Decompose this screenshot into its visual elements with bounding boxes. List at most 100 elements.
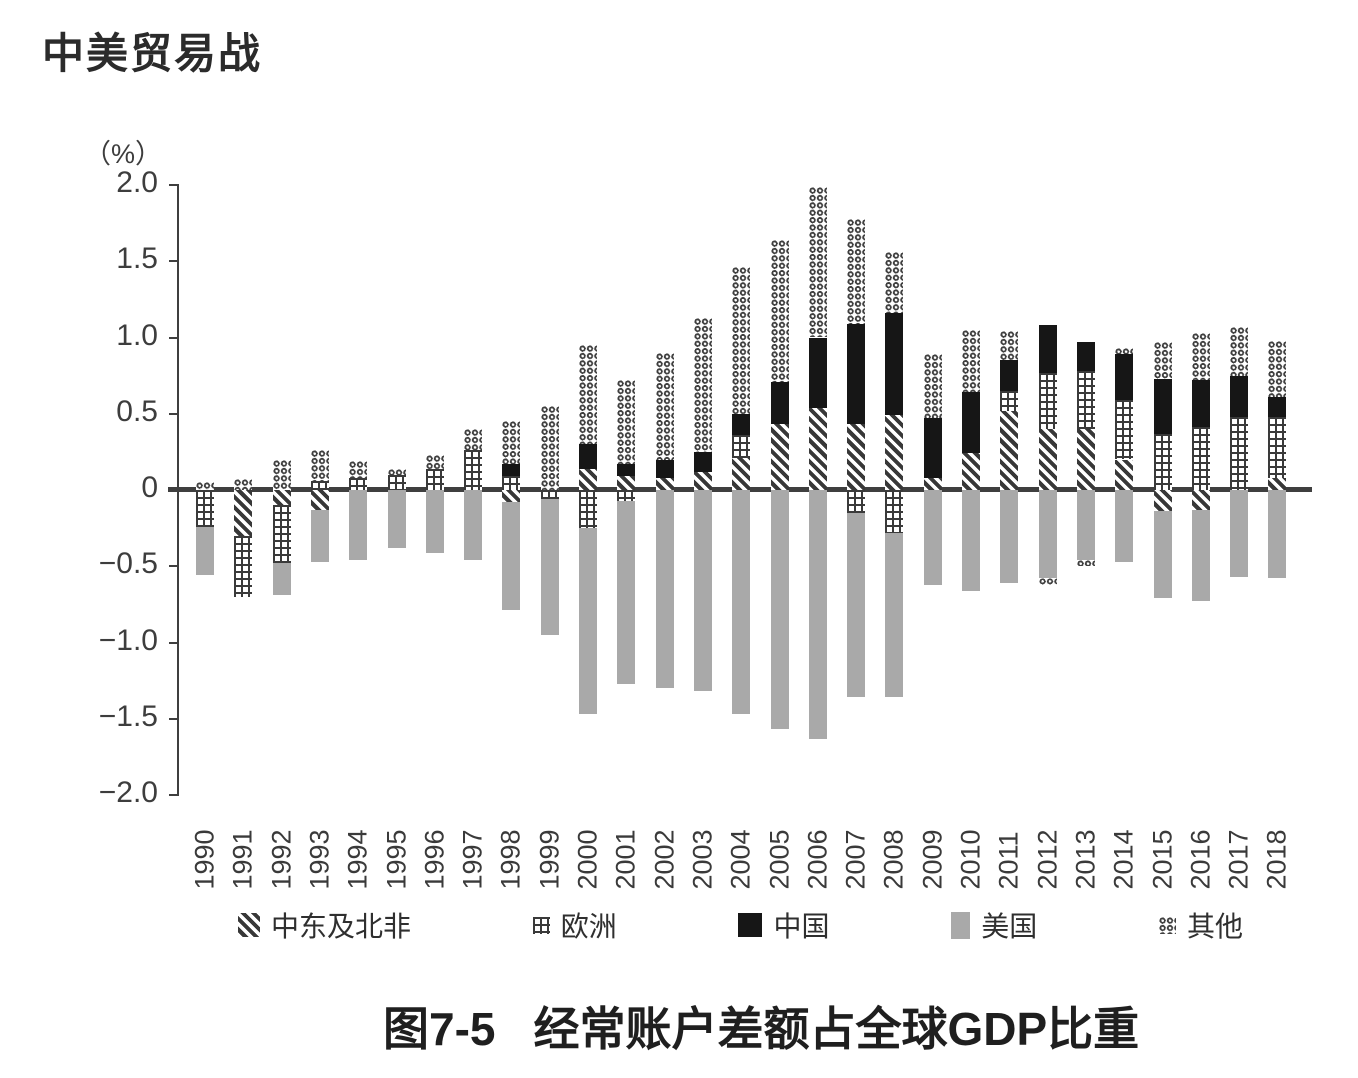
bar-segment-其他-2008 — [885, 252, 904, 314]
x-year-label-2013: 2013 — [1070, 829, 1101, 890]
bar-segment-中东及北非-2009 — [923, 477, 942, 490]
bar-segment-欧洲-2012 — [1038, 372, 1057, 429]
x-year-label-2003: 2003 — [687, 829, 718, 890]
bar-segment-其他-2007 — [847, 218, 866, 324]
x-year-label-2006: 2006 — [802, 829, 833, 890]
y-tick-label: −1.5 — [98, 699, 158, 733]
bar-segment-美国-1996 — [425, 490, 444, 553]
x-year-label-1990: 1990 — [189, 829, 220, 890]
y-tick-label: −1.0 — [98, 623, 158, 657]
bar-segment-中东及北非-2012 — [1038, 429, 1057, 490]
x-year-label-2011: 2011 — [993, 831, 1024, 890]
bar-segment-中东及北非-2015 — [1153, 490, 1172, 512]
bar-segment-其他-2012 — [1038, 578, 1057, 585]
bar-segment-欧洲-1996 — [425, 468, 444, 490]
bar-segment-中国-1998 — [502, 464, 521, 477]
bar-segment-欧洲-1994 — [349, 477, 368, 490]
bar-segment-欧洲-2011 — [1000, 390, 1019, 411]
bar-segment-中国-2012 — [1038, 325, 1057, 373]
y-tick-label: 0 — [141, 471, 158, 504]
x-year-label-2000: 2000 — [572, 829, 603, 890]
bar-segment-中东及北非-2014 — [1115, 459, 1134, 490]
bar-segment-其他-2004 — [732, 267, 751, 414]
bar-segment-美国-2012 — [1038, 490, 1057, 579]
bar-segment-美国-2002 — [655, 490, 674, 689]
bar-segment-美国-1998 — [502, 502, 521, 611]
bar-segment-中东及北非-2011 — [1000, 410, 1019, 490]
bar-segment-其他-1999 — [540, 406, 559, 490]
bar-segment-中国-2007 — [847, 323, 866, 425]
bar-segment-其他-2010 — [962, 329, 980, 393]
bar-segment-其他-1998 — [502, 421, 521, 465]
bar-segment-美国-2009 — [923, 490, 942, 585]
bar-segment-欧洲-1991 — [234, 535, 253, 597]
bar-segment-中东及北非-2006 — [808, 407, 827, 490]
bar-segment-中国-2016 — [1191, 380, 1210, 428]
bar-segment-其他-2009 — [923, 354, 942, 419]
bar-segment-美国-1997 — [464, 490, 483, 561]
bar-segment-其他-2005 — [770, 239, 789, 382]
y-tick-label: 1.5 — [116, 242, 158, 276]
y-tick-label: 0.5 — [116, 394, 158, 428]
x-year-label-2009: 2009 — [917, 829, 948, 890]
y-tick-mark — [169, 412, 178, 415]
y-tick-mark — [169, 641, 178, 644]
bar-segment-中东及北非-2002 — [655, 477, 674, 490]
bar-segment-其他-2015 — [1153, 342, 1172, 379]
bar-segment-中东及北非-1998 — [502, 490, 521, 503]
bar-segment-欧洲-2007 — [847, 490, 866, 513]
bar-segment-其他-1997 — [464, 429, 483, 451]
x-year-label-1998: 1998 — [495, 829, 526, 890]
bar-segment-中国-2010 — [962, 392, 980, 454]
y-tick-mark — [169, 260, 178, 263]
bar-segment-美国-2005 — [770, 490, 789, 730]
bar-segment-欧洲-2016 — [1191, 427, 1210, 490]
bar-segment-美国-1995 — [387, 490, 406, 548]
legend-label-other: 其他 — [1186, 911, 1243, 942]
x-year-label-1997: 1997 — [457, 829, 488, 890]
legend-item-us: 美国 — [951, 905, 1037, 945]
bar-segment-欧洲-1993 — [310, 480, 329, 490]
bar-segment-欧洲-1992 — [272, 505, 291, 564]
bar-segment-中东及北非-2018 — [1268, 477, 1287, 490]
y-tick-label: −0.5 — [98, 547, 158, 581]
bar-segment-欧洲-2018 — [1268, 416, 1287, 478]
bar-segment-美国-1990 — [196, 526, 214, 576]
bar-segment-美国-2010 — [962, 490, 980, 591]
bar-segment-中东及北非-1992 — [272, 490, 291, 506]
bar-segment-美国-2011 — [1000, 490, 1019, 584]
x-year-label-2004: 2004 — [725, 829, 756, 890]
bar-segment-欧洲-1990 — [196, 490, 214, 527]
bar-segment-中国-2004 — [732, 413, 751, 436]
bar-segment-美国-2017 — [1230, 490, 1249, 577]
bar-segment-中东及北非-2005 — [770, 424, 789, 490]
x-year-label-1992: 1992 — [266, 829, 297, 890]
y-tick-label: 1.0 — [116, 318, 158, 352]
bar-segment-其他-2001 — [617, 380, 636, 465]
x-year-label-2001: 2001 — [610, 829, 641, 890]
y-axis-unit-label: （%） — [84, 139, 163, 169]
bar-segment-欧洲-1998 — [502, 476, 521, 490]
bar-segment-其他-1992 — [272, 459, 291, 490]
x-year-label-2002: 2002 — [649, 829, 680, 890]
grid-hash-swatch-icon — [532, 916, 550, 934]
bar-segment-其他-1995 — [387, 468, 406, 475]
legend-item-mena: 中东及北非 — [238, 905, 411, 945]
bar-segment-欧洲-2001 — [617, 490, 636, 501]
bar-segment-其他-2014 — [1115, 348, 1134, 355]
bar-segment-其他-2002 — [655, 352, 674, 460]
bar-segment-中国-2001 — [617, 464, 636, 477]
bar-segment-美国-2006 — [808, 490, 827, 739]
bar-segment-欧洲-1999 — [540, 490, 559, 500]
bar-segment-中东及北非-2008 — [885, 415, 904, 490]
page-title: 中美贸易战 — [42, 30, 263, 77]
bar-segment-欧洲-2017 — [1230, 416, 1249, 490]
legend-label-mena: 中东及北非 — [271, 911, 412, 942]
legend-item-europe: 欧洲 — [532, 905, 617, 945]
y-tick-mark — [169, 717, 178, 720]
bar-segment-美国-2014 — [1115, 490, 1134, 562]
x-year-label-2016: 2016 — [1185, 829, 1216, 890]
bar-segment-美国-2015 — [1153, 511, 1172, 599]
bar-segment-其他-1991 — [234, 479, 253, 490]
